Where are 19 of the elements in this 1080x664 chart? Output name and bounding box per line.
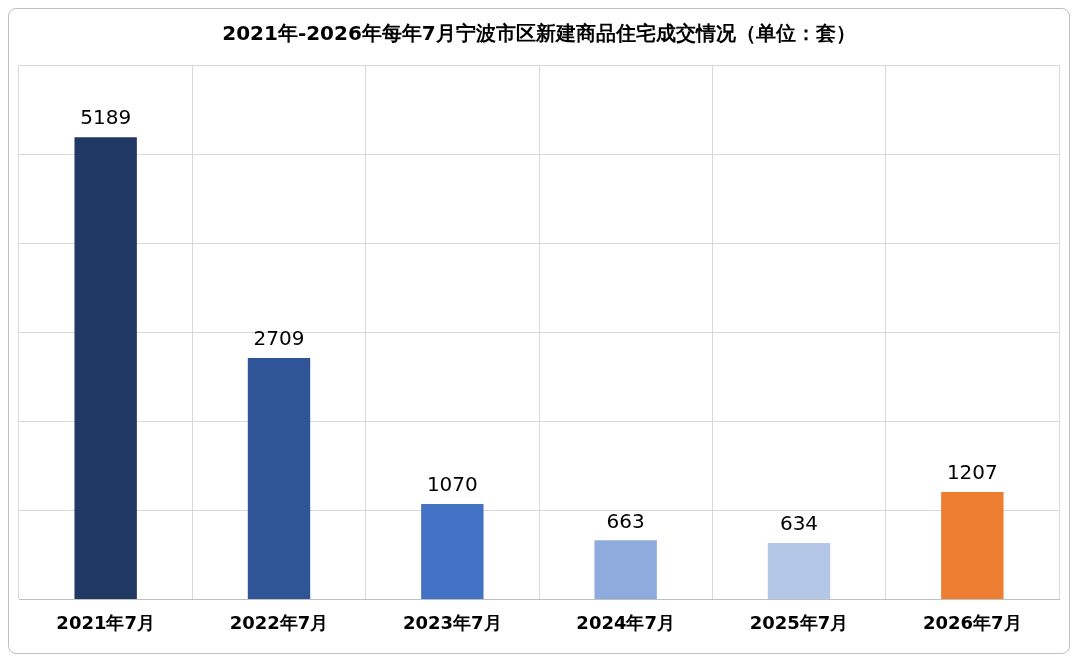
bar <box>941 491 1004 599</box>
x-tick-label: 2026年7月 <box>923 611 1022 633</box>
x-tick-label: 2022年7月 <box>229 611 329 633</box>
bar <box>767 542 831 599</box>
x-tick-label: 2021年7月 <box>56 611 155 633</box>
bar <box>421 504 484 599</box>
x-tick-label: 2025年7月 <box>749 611 849 633</box>
data-label: 1070 <box>426 472 478 497</box>
bar <box>594 540 657 599</box>
data-label: 2709 <box>253 326 305 351</box>
data-label: 663 <box>606 508 645 533</box>
x-tick-label: 2023年7月 <box>403 611 502 633</box>
chart-title: 2021年-2026年每年7月宁波市区新建商品住宅成交情况（单位：套） <box>222 21 856 46</box>
bar <box>74 137 137 599</box>
data-label: 634 <box>779 511 819 536</box>
data-label: 1207 <box>946 460 998 485</box>
data-label: 5189 <box>80 105 132 130</box>
x-tick-label: 2024年7月 <box>576 611 675 633</box>
bar <box>247 358 311 599</box>
